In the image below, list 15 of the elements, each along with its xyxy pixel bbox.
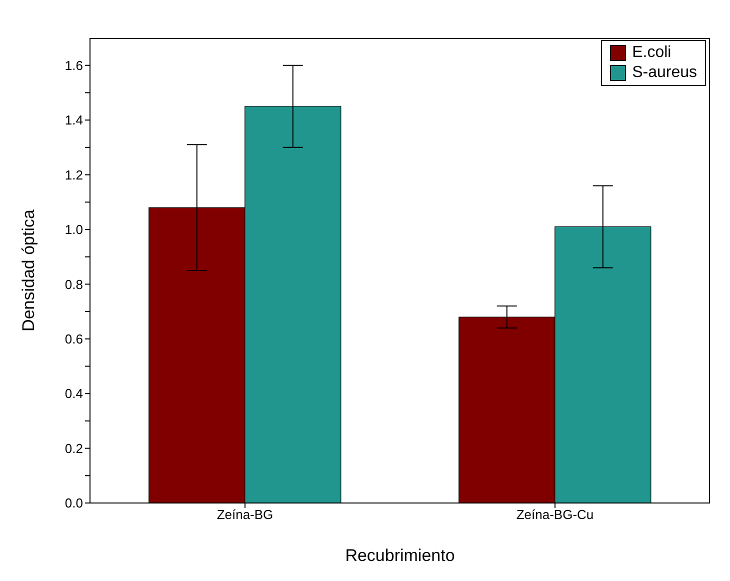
y-axis-title: Densidad óptica [19, 209, 38, 332]
y-tick-label: 0.6 [64, 331, 83, 346]
y-tick-label: 1.6 [64, 58, 83, 73]
x-tick-label: Zeína-BG [216, 507, 274, 522]
y-tick-label: 0.8 [64, 276, 83, 292]
legend-label: E.coli [632, 43, 672, 63]
y-tick-label: 1.0 [64, 222, 83, 238]
y-tick-label: 0.0 [64, 496, 83, 511]
y-tick-label: 1.2 [64, 167, 83, 182]
y-tick-label: 1.4 [64, 112, 83, 128]
legend-label: S-aureus [632, 63, 697, 83]
x-tick-label: Zeína-BG-Cu [516, 507, 594, 522]
y-tick-label: 0.2 [64, 440, 83, 456]
x-axis-title: Recubrimiento [345, 546, 455, 565]
y-tick-label: 0.4 [64, 386, 83, 402]
